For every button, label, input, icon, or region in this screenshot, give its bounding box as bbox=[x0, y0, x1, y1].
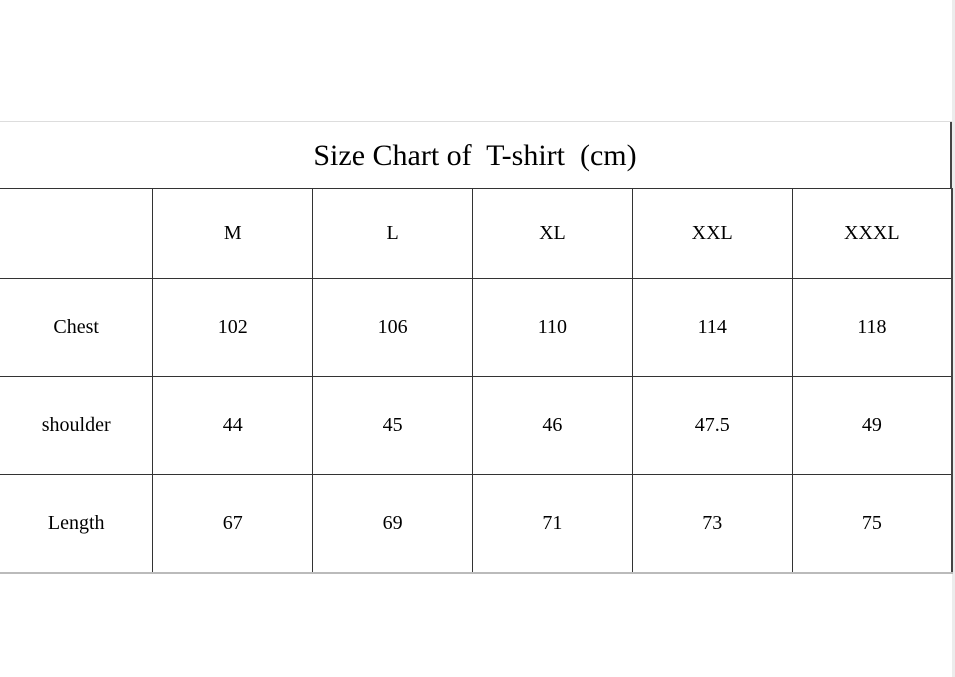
table-row: Length 67 69 71 73 75 bbox=[0, 474, 953, 574]
cell: 71 bbox=[472, 474, 633, 574]
table-row: Chest 102 106 110 114 118 bbox=[0, 278, 953, 377]
table-row: shoulder 44 45 46 47.5 49 bbox=[0, 376, 953, 475]
header-cell bbox=[0, 188, 154, 279]
cell: 102 bbox=[152, 278, 314, 377]
header-cell: XXL bbox=[631, 188, 793, 279]
cell: 75 bbox=[791, 474, 953, 574]
header-row: M L XL XXL XXXL bbox=[0, 188, 953, 279]
cell: 44 bbox=[152, 376, 314, 475]
cell: 118 bbox=[791, 278, 953, 377]
row-label: Length bbox=[0, 474, 154, 574]
header-cell: XL bbox=[472, 188, 633, 279]
row-label: shoulder bbox=[0, 376, 154, 475]
cell: 110 bbox=[472, 278, 633, 377]
cell: 69 bbox=[312, 474, 473, 574]
page-edge bbox=[952, 0, 955, 677]
header-cell: XXXL bbox=[791, 188, 953, 279]
header-cell: L bbox=[312, 188, 473, 279]
header-cell: M bbox=[152, 188, 314, 279]
cell: 49 bbox=[791, 376, 953, 475]
cell: 47.5 bbox=[631, 376, 793, 475]
row-label: Chest bbox=[0, 278, 154, 377]
cell: 46 bbox=[472, 376, 633, 475]
cell: 67 bbox=[152, 474, 314, 574]
cell: 73 bbox=[631, 474, 793, 574]
cell: 45 bbox=[312, 376, 473, 475]
table-title: Size Chart of T-shirt (cm) bbox=[0, 122, 952, 188]
cell: 106 bbox=[312, 278, 473, 377]
top-rule bbox=[0, 121, 952, 122]
size-chart-table: M L XL XXL XXXL Chest 102 106 110 114 11… bbox=[0, 188, 953, 574]
cell: 114 bbox=[631, 278, 793, 377]
